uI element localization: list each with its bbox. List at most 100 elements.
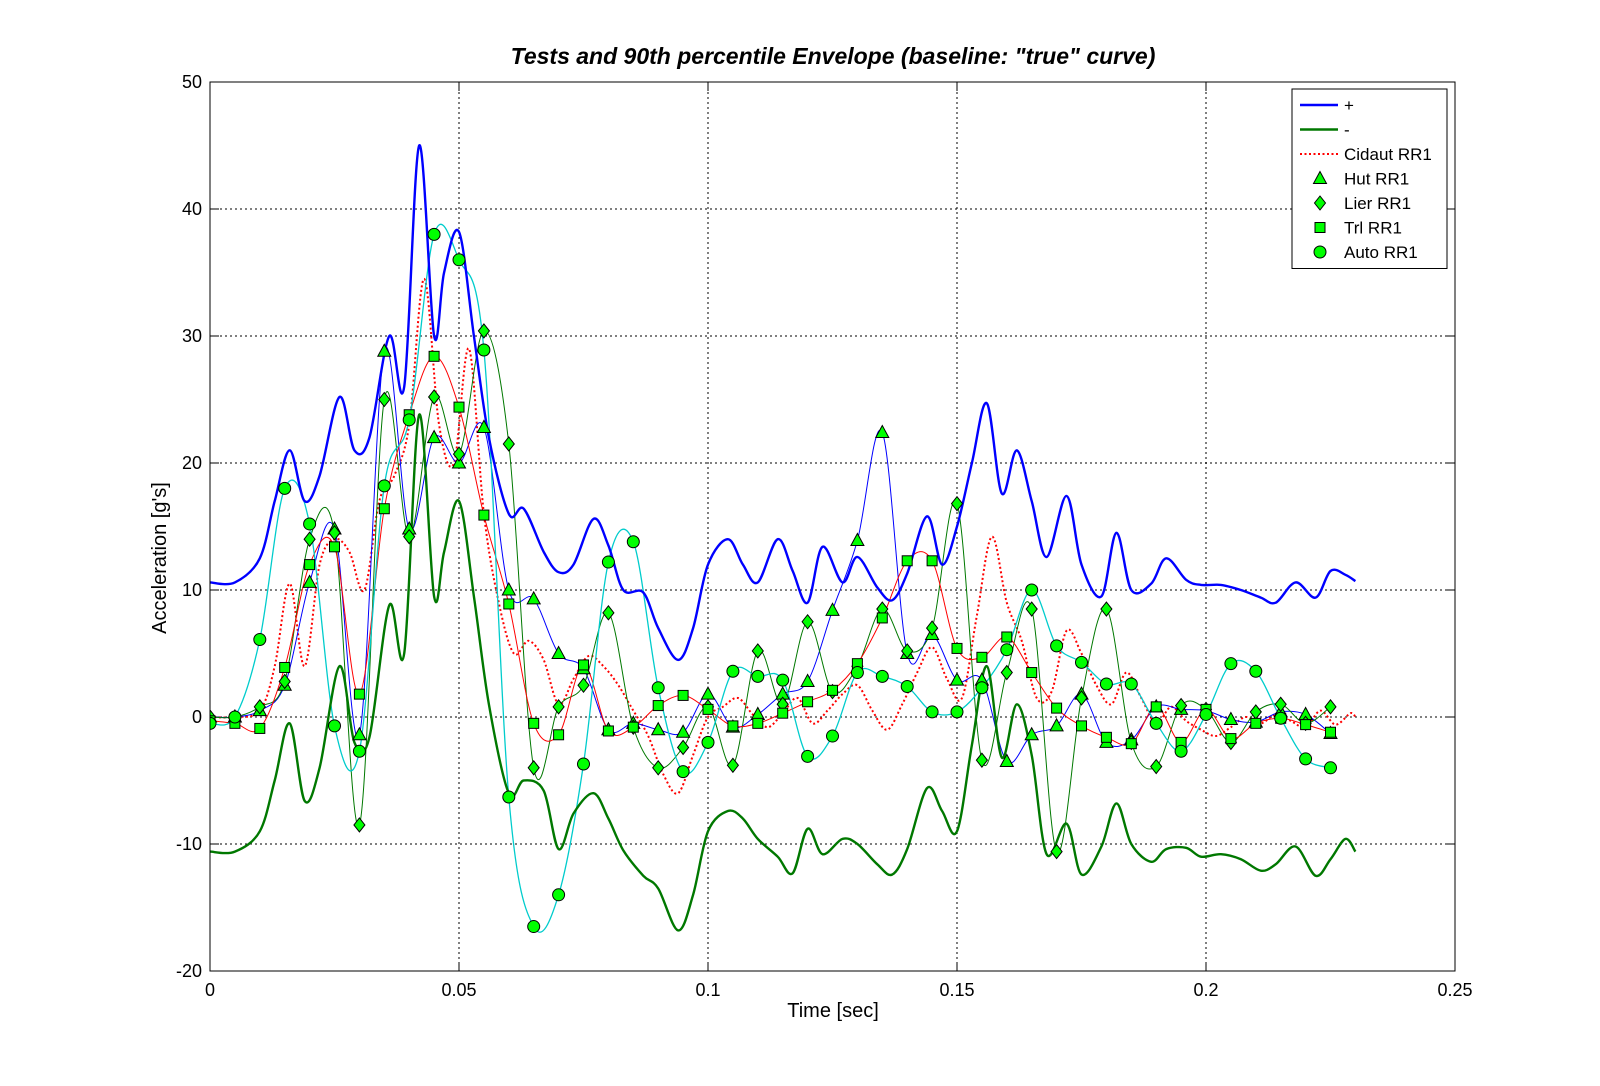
x-tick-label: 0.05 xyxy=(441,980,476,1000)
x-tick-label: 0 xyxy=(205,980,215,1000)
trl-rr1-point xyxy=(752,717,764,729)
trl-rr1-point xyxy=(353,688,365,700)
auto-rr1-point xyxy=(801,749,815,763)
legend-label: Auto RR1 xyxy=(1344,243,1418,262)
auto-rr1-point xyxy=(1274,711,1288,725)
trl-rr1-point xyxy=(976,651,988,663)
lier-rr1-point xyxy=(901,643,914,659)
trl-rr1-point xyxy=(503,598,515,610)
hut-rr1-point xyxy=(825,602,840,616)
trl-rr1-point xyxy=(1001,631,1013,643)
legend-entry-lower-envelope: - xyxy=(1300,121,1350,140)
hut-rr1-point xyxy=(650,721,666,736)
auto-rr1-point xyxy=(975,681,989,695)
auto-rr1-point xyxy=(1025,583,1039,597)
legend-marker xyxy=(1312,170,1328,184)
auto-rr1-point xyxy=(427,227,441,241)
hut-rr1-point xyxy=(1223,711,1239,726)
legend-label: + xyxy=(1344,96,1354,115)
legend-label: Lier RR1 xyxy=(1344,194,1411,213)
hut-rr1-point xyxy=(874,424,890,439)
axes-frame xyxy=(209,81,1456,972)
auto-rr1-point xyxy=(1224,657,1238,671)
auto-rr1-point xyxy=(1000,643,1014,657)
auto-rr1-point xyxy=(1050,639,1064,653)
hut-rr1-point xyxy=(1024,726,1040,741)
lier-rr1-point xyxy=(502,436,515,452)
legend-marker xyxy=(1313,245,1327,259)
auto-rr1-point xyxy=(751,669,765,683)
hut-rr1-point xyxy=(476,419,492,433)
lier-rr1-point xyxy=(1274,696,1287,713)
auto-rr1-point xyxy=(477,343,491,357)
trl-rr1-point xyxy=(1250,717,1262,729)
y-tick-label: -10 xyxy=(176,834,202,854)
trl-rr1-point xyxy=(652,700,664,712)
legend-label: Trl RR1 xyxy=(1344,219,1402,238)
lier-rr1-point xyxy=(801,613,814,630)
lier-rr1-point xyxy=(1150,758,1163,775)
trl-rr1-point xyxy=(254,722,266,734)
legend-label: Hut RR1 xyxy=(1344,170,1409,189)
trl-rr1-point xyxy=(528,717,540,729)
trl-rr1-point xyxy=(578,659,589,671)
trl-rr1-point xyxy=(1300,719,1312,731)
y-tick-label: 30 xyxy=(182,326,202,346)
trl-rr1-point xyxy=(827,684,838,696)
lier-rr1-point xyxy=(652,759,665,776)
hut-rr1-point xyxy=(999,753,1015,767)
trl-rr1-point xyxy=(627,721,639,733)
lier-rr1-point xyxy=(577,677,590,694)
series-group xyxy=(210,144,1357,934)
hut-rr1-point xyxy=(426,429,442,444)
upper-envelope-line xyxy=(210,144,1357,662)
y-axis-label: Acceleration [g's] xyxy=(149,482,171,634)
legend-entry-auto-rr1: Auto RR1 xyxy=(1313,243,1418,262)
legend-label: Cidaut RR1 xyxy=(1344,145,1432,164)
lier-rr1-point xyxy=(427,389,441,405)
auto-rr1-point xyxy=(776,673,790,687)
trl-rr1-point xyxy=(1150,701,1162,713)
trl-rr1-point xyxy=(1026,667,1038,679)
hut-rr1-point xyxy=(850,532,865,546)
trl-rr1-point xyxy=(727,720,739,732)
lier-rr1-point xyxy=(975,752,989,768)
x-tick-label: 0.1 xyxy=(695,980,720,1000)
trl-rr1-point xyxy=(378,503,390,515)
trl-rr1-point xyxy=(1225,733,1237,745)
trl-rr1-point xyxy=(428,350,440,362)
auto-rr1-point xyxy=(850,666,864,680)
hut-rr1-point xyxy=(526,590,542,605)
trl-rr1-point xyxy=(553,729,565,741)
auto-rr1-point xyxy=(626,535,640,549)
legend-entry-hut-rr1: Hut RR1 xyxy=(1312,170,1409,189)
lier-rr1-point xyxy=(1050,843,1063,860)
trl-rr1-point xyxy=(1325,726,1336,738)
auto-rr1-point xyxy=(826,729,839,743)
lier-rr1-point xyxy=(477,323,491,339)
hut-rr1-point xyxy=(451,454,467,469)
legend-marker xyxy=(1313,195,1327,211)
auto-rr1-point xyxy=(1174,744,1188,758)
auto-rr1-point xyxy=(577,757,590,771)
auto-rr1-point xyxy=(1249,664,1263,678)
auto-rr1-point xyxy=(210,716,217,730)
hut-rr1-point xyxy=(302,574,317,588)
hut-rr1-point xyxy=(352,726,367,741)
trl-rr1-point xyxy=(304,559,316,571)
hut-rr1-point xyxy=(376,343,392,357)
y-tick-label: 20 xyxy=(182,453,202,473)
lier-rr1-point xyxy=(353,817,366,833)
lier-rr1-point xyxy=(378,391,391,408)
legend-marker xyxy=(1314,222,1326,233)
lier-rr1-point xyxy=(602,605,615,621)
legend: + - Cidaut RR1 Hut RR1 Lier RR1 Trl RR1 Auto R… xyxy=(1291,88,1448,269)
auto-rr1-point xyxy=(278,481,292,495)
y-tick-label: 0 xyxy=(192,707,202,727)
lower-envelope-line xyxy=(210,413,1357,932)
grid xyxy=(210,82,1455,971)
auto-rr1-point xyxy=(1199,707,1213,721)
trl-rr1-point xyxy=(453,401,465,413)
trl-rr1-point xyxy=(926,555,938,567)
